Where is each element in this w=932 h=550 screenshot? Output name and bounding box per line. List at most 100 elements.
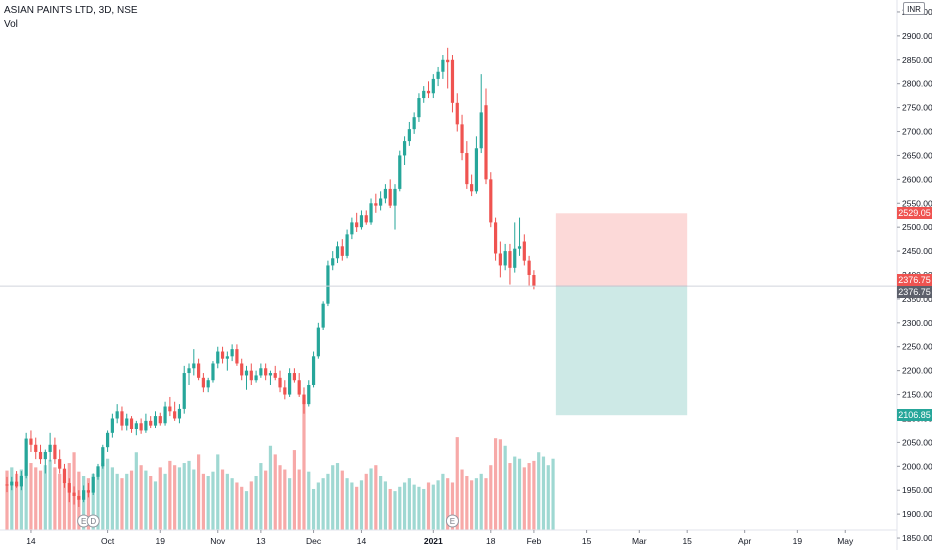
volume-bar	[101, 463, 105, 530]
candle-body	[82, 490, 86, 500]
dividend-marker[interactable]: D	[86, 514, 100, 528]
candle-body	[249, 370, 253, 381]
volume-bar	[216, 454, 220, 530]
candle	[244, 365, 249, 390]
time-axis[interactable]: 14 Oct 19 Nov 13 Dec 14 2021 18 Feb 15 Mar 15 Apr 19 Ma…	[0, 529, 897, 546]
candle	[508, 243, 512, 285]
volume-bar	[182, 463, 186, 530]
volume-bar	[493, 438, 498, 530]
candle	[58, 449, 62, 474]
candle-body	[340, 246, 344, 256]
candle-body	[182, 373, 186, 409]
candle	[383, 184, 388, 204]
candle	[331, 251, 335, 271]
candle-body	[288, 373, 292, 395]
price-tick-label: 2250.00	[902, 342, 932, 352]
volume-bar	[302, 400, 306, 530]
candle-body	[446, 59, 450, 63]
candle	[513, 222, 517, 273]
candle-body	[240, 363, 244, 376]
candle-body	[129, 418, 134, 429]
candle	[105, 430, 110, 452]
candle-body	[125, 418, 129, 426]
volume-bar	[541, 456, 546, 530]
candle-body	[259, 368, 263, 376]
price-tick-label: 1850.00	[902, 533, 932, 543]
volume-bar	[479, 473, 483, 530]
candle	[10, 476, 14, 491]
price-tick-label: 1900.00	[902, 509, 932, 519]
candle	[493, 217, 498, 261]
candle	[115, 404, 119, 424]
price-tag: 2529.05	[897, 207, 932, 220]
candle-body	[474, 148, 479, 192]
profit-target-zone[interactable]	[555, 286, 688, 416]
volume-bar	[158, 467, 162, 530]
candle-body	[398, 155, 402, 189]
candle-body	[393, 188, 397, 206]
volume-bar	[288, 478, 292, 530]
candle	[450, 55, 455, 113]
volume-bar	[517, 458, 522, 530]
position-zones[interactable]	[555, 213, 688, 416]
candle-body	[168, 406, 172, 412]
price-tick-label: 2300.00	[902, 318, 932, 328]
candle	[139, 418, 143, 434]
candle-body	[426, 90, 431, 94]
time-tick-label: 19	[793, 536, 803, 546]
candle	[48, 432, 52, 462]
candle	[182, 365, 186, 414]
candle-body	[355, 222, 359, 228]
price-tick-label: 2750.00	[902, 103, 932, 113]
candle	[498, 241, 502, 278]
volume-bar	[350, 482, 354, 530]
marker-circle[interactable]	[445, 514, 459, 528]
candle	[144, 413, 148, 433]
volume-bar	[359, 480, 364, 530]
candle-body	[412, 117, 416, 130]
candle-body	[105, 432, 110, 448]
candle	[273, 365, 277, 381]
candle	[355, 212, 359, 232]
volume-bar	[450, 482, 455, 530]
candle-body	[14, 481, 19, 487]
candle-body	[163, 406, 167, 424]
candle-body	[431, 78, 435, 94]
volume-label[interactable]: Vol	[4, 19, 18, 30]
candle-body	[532, 275, 536, 287]
price-tick-label: 2150.00	[902, 390, 932, 400]
earnings-marker[interactable]: E	[445, 514, 459, 528]
volume-bar	[321, 478, 325, 530]
candle	[211, 361, 215, 383]
candle-body	[144, 420, 148, 431]
stop-loss-zone[interactable]	[555, 213, 688, 287]
marker-circle[interactable]	[86, 514, 100, 528]
candle-body	[364, 215, 368, 223]
candle-body	[10, 481, 14, 486]
candle	[283, 380, 287, 400]
candle	[62, 463, 67, 488]
candle-body	[436, 71, 440, 79]
candle-body	[62, 468, 67, 484]
volume-bar	[53, 467, 57, 530]
volume-bar	[62, 469, 67, 530]
currency-button[interactable]: INR	[903, 2, 925, 15]
volume-bar	[412, 484, 416, 530]
volume-bar	[34, 467, 38, 530]
symbol-title[interactable]: ASIAN PAINTS LTD, 3D, NSE	[4, 5, 138, 16]
volume-bar	[546, 465, 550, 530]
volume-bar	[326, 473, 330, 530]
volume-bar	[153, 481, 158, 530]
volume-bar	[388, 488, 392, 530]
candle-body	[388, 188, 392, 206]
candle	[53, 437, 57, 464]
time-tick-label: Nov	[210, 536, 226, 546]
candle	[484, 88, 488, 185]
volume-bar	[537, 452, 541, 530]
candle	[254, 370, 258, 383]
time-tick-label: May	[837, 536, 854, 546]
candle	[340, 239, 344, 261]
